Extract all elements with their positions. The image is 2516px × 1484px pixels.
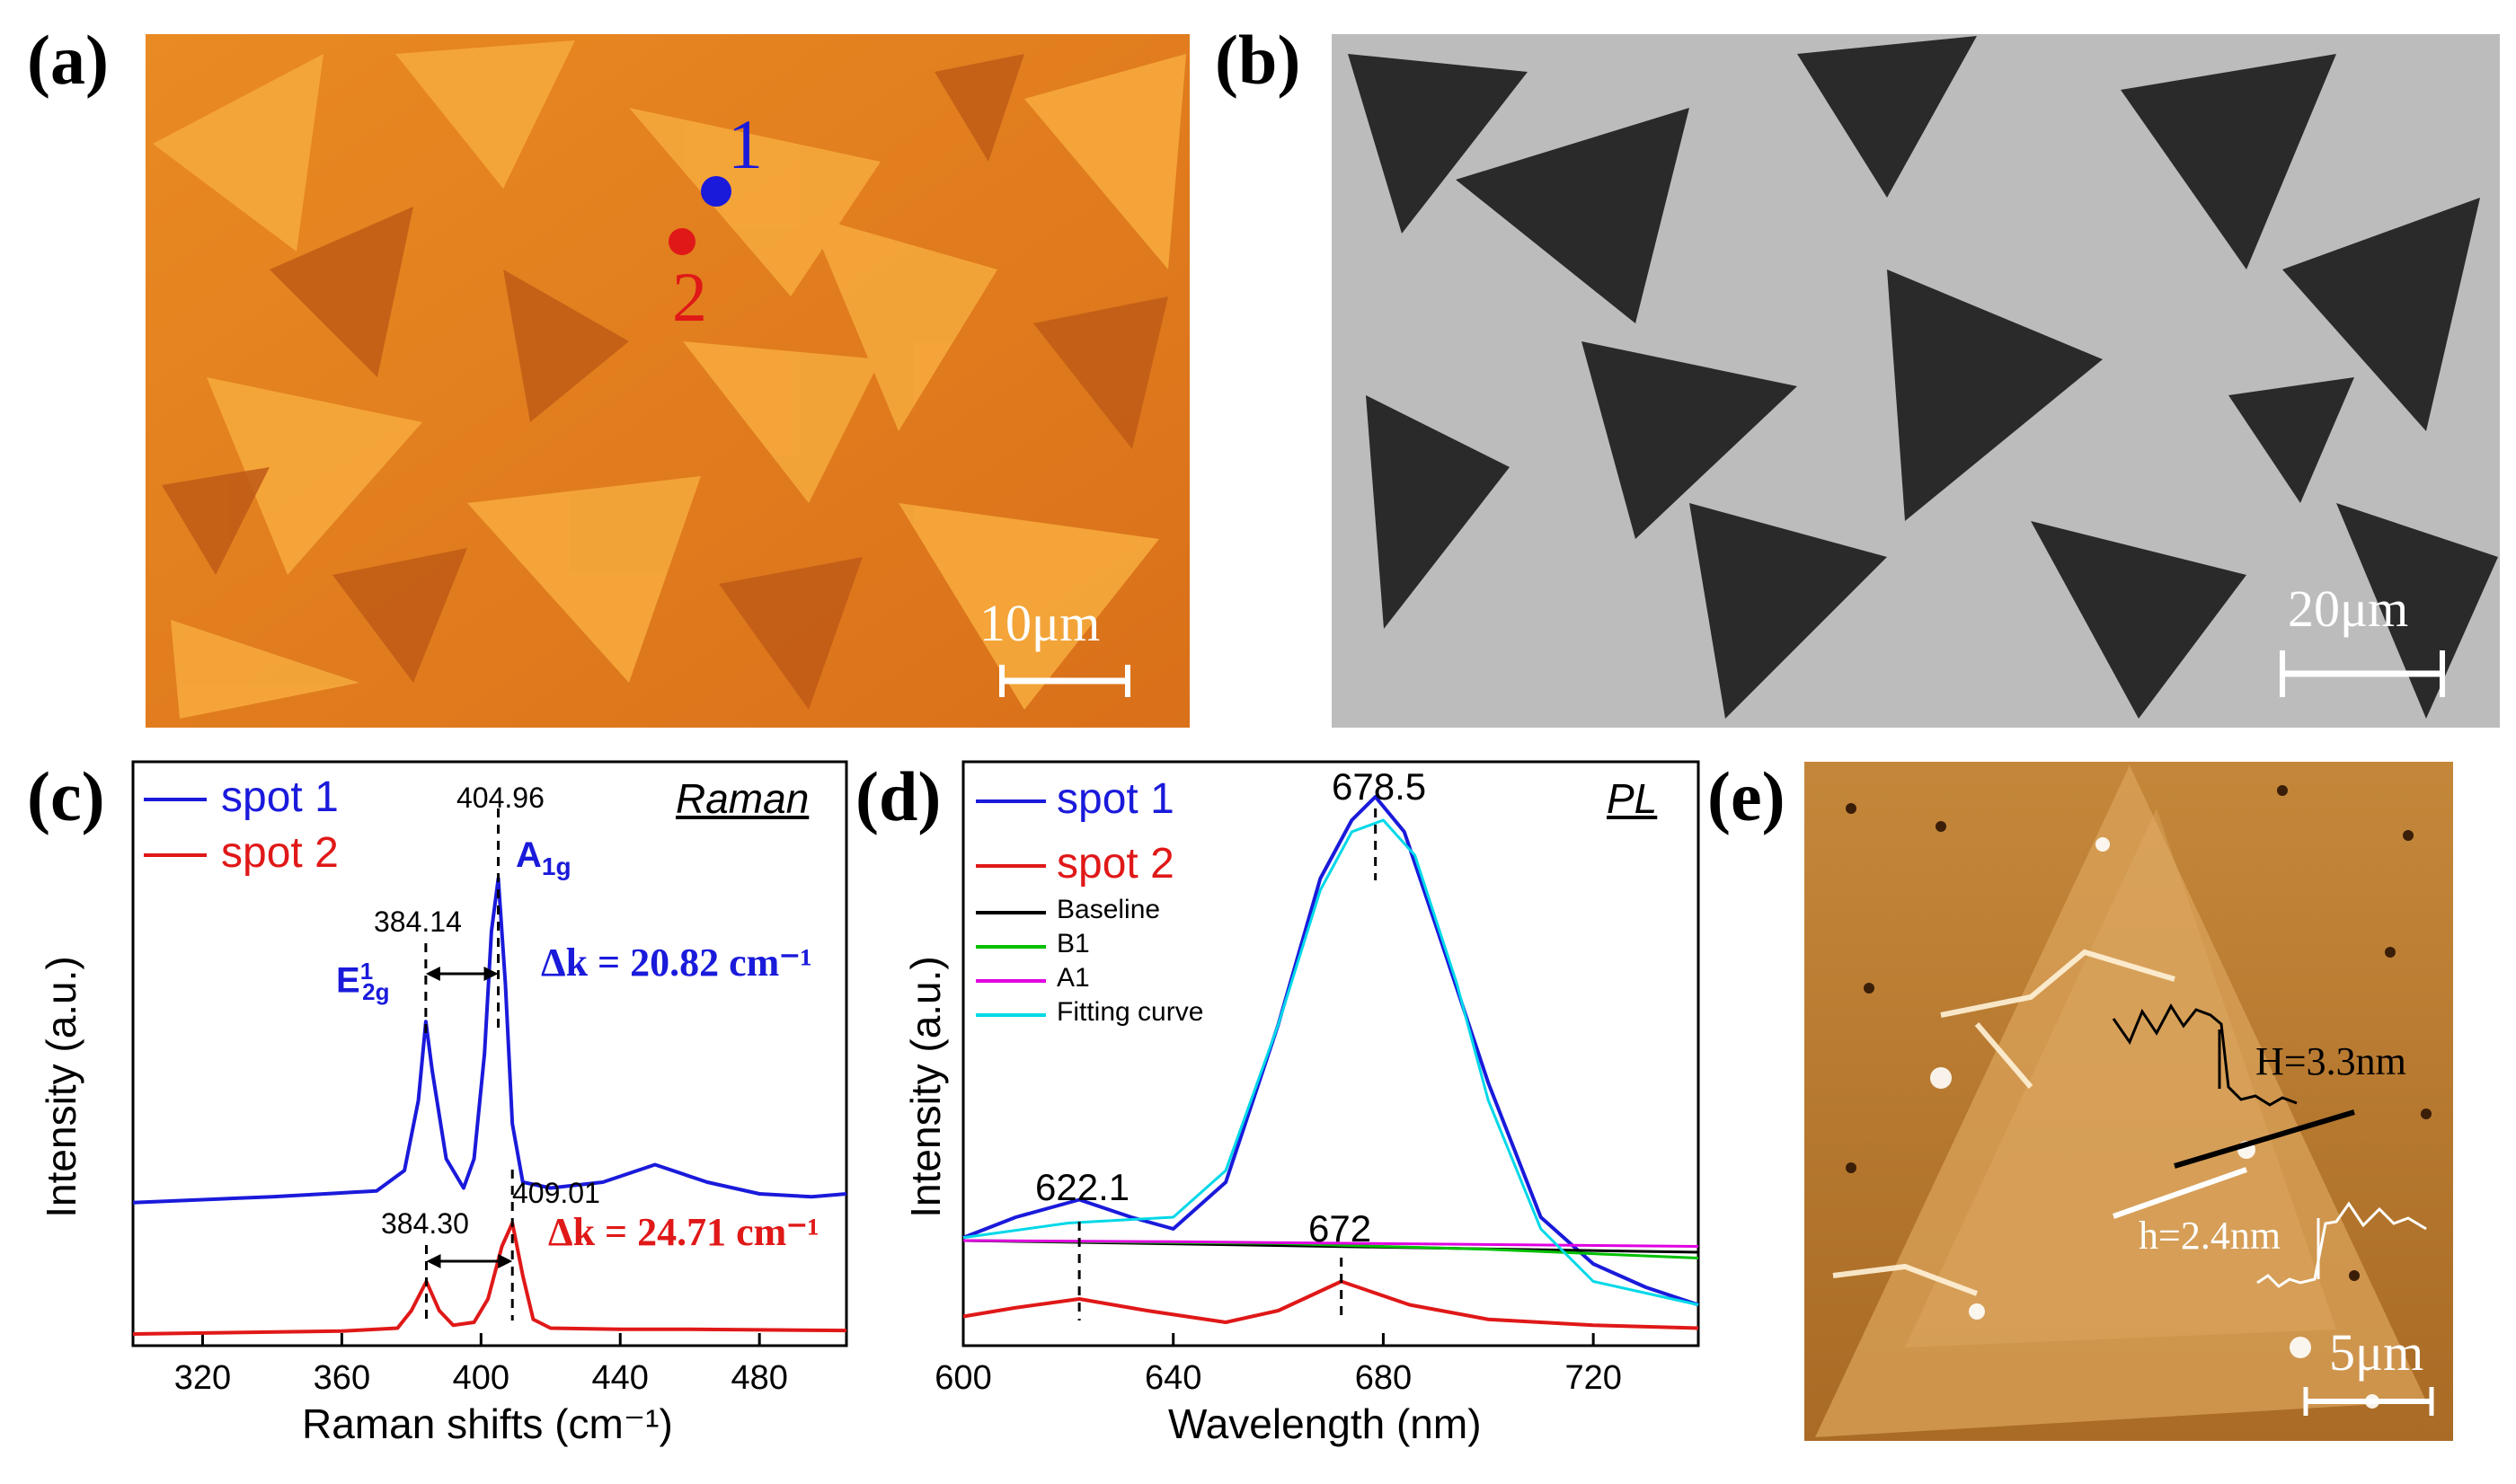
spot2-label: 2	[672, 258, 707, 336]
panel-label-d: (d)	[855, 757, 942, 835]
x-tick-label: 320	[174, 1359, 231, 1397]
series-line-spot-2	[962, 1279, 1699, 1330]
x-tick-label: 600	[935, 1359, 991, 1397]
x-tick-label: 720	[1564, 1359, 1621, 1397]
raman-peak-40496: 404.96	[456, 782, 545, 814]
x-tick-label: 360	[314, 1359, 370, 1397]
pl-legend-fit: Fitting curve	[1057, 997, 1204, 1027]
panel-label-e: (e)	[1707, 757, 1785, 835]
series-line-spot-1	[132, 877, 847, 1205]
scale-bar-label-b: 20μm	[2288, 579, 2409, 638]
arrow-head	[425, 967, 440, 981]
pl-legend-spot1: spot 1	[1057, 775, 1174, 823]
pl-peak-6221: 622.1	[1035, 1166, 1130, 1208]
raman-mode-a1g: A1g	[516, 835, 571, 880]
x-tick-label: 400	[453, 1359, 509, 1397]
raman-title: Raman	[676, 775, 810, 822]
spot1-label: 1	[728, 105, 763, 183]
raman-legend-spot1: spot 1	[221, 773, 339, 821]
x-tick-label: 480	[731, 1359, 787, 1397]
arrow-head	[426, 1254, 441, 1268]
raman-peak-38430: 384.30	[381, 1207, 469, 1240]
pl-legend-baseline: Baseline	[1057, 895, 1161, 924]
afm-height-small: h=2.4nm	[2139, 1214, 2281, 1258]
series-line-spot-2	[132, 1221, 847, 1336]
series-line-spot-1	[962, 795, 1699, 1307]
series-line-a1	[962, 1239, 1699, 1248]
scale-bar-label-a: 10μm	[979, 594, 1101, 652]
raman-legend-spot2: spot 2	[221, 829, 339, 877]
scale-bar-label-e: 5μm	[2329, 1323, 2424, 1382]
panel-label-c: (c)	[27, 757, 105, 835]
afm-height-big: H=3.3nm	[2255, 1039, 2406, 1083]
pl-title: PL	[1607, 775, 1658, 822]
pl-legend-spot2: spot 2	[1057, 840, 1174, 888]
plot-frame	[131, 760, 848, 1347]
raman-mode-e2g: E12g	[336, 958, 390, 1006]
raman-delta1: Δk = 20.82 cm⁻¹	[541, 941, 812, 985]
pl-peak-672: 672	[1308, 1207, 1372, 1250]
raman-delta2: Δk = 24.71 cm⁻¹	[548, 1210, 819, 1254]
pl-xlabel: Wavelength (nm)	[1168, 1400, 1482, 1447]
panel-label-b: (b)	[1215, 21, 1301, 99]
raman-xlabel: Raman shifts (cm⁻¹)	[302, 1400, 673, 1447]
x-tick-label: 640	[1145, 1359, 1201, 1397]
series-line-fitting-curve	[962, 818, 1699, 1306]
pl-legend-b1: B1	[1057, 929, 1090, 958]
arrow-head	[498, 1254, 513, 1268]
raman-peak-38414: 384.14	[374, 905, 462, 938]
pl-legend-a1: A1	[1057, 963, 1090, 993]
pl-peak-6785: 678.5	[1332, 765, 1427, 808]
panel-label-a: (a)	[27, 21, 109, 99]
spot2-marker	[669, 228, 695, 255]
x-tick-label: 440	[592, 1359, 649, 1397]
arrow-head	[483, 967, 499, 981]
raman-peak-40901: 409.01	[512, 1177, 600, 1209]
spot1-marker	[701, 176, 731, 207]
x-tick-label: 680	[1355, 1359, 1412, 1397]
plot-frame	[961, 760, 1700, 1347]
